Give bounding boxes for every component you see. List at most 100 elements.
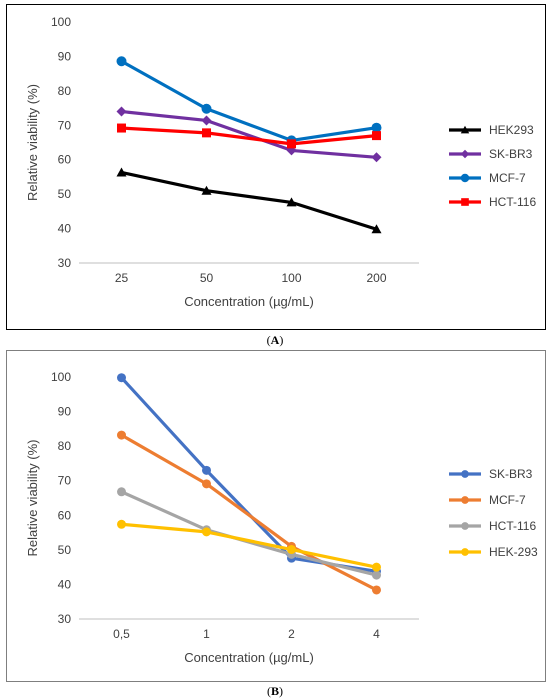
- caption-a: (A): [266, 333, 284, 347]
- x-axis-title: Concentration (µg/mL): [184, 650, 314, 665]
- legend-label: HCT-116: [489, 519, 536, 533]
- data-point: [117, 123, 126, 133]
- y-tick-label: 70: [58, 474, 72, 488]
- data-point: [117, 519, 126, 529]
- legend-marker: [460, 173, 470, 183]
- line-chart-a: 30 40 50 60 70 80 90 100 25 50 100 200 Concentration…: [25, 15, 536, 309]
- legend-marker: [461, 548, 469, 556]
- y-tick-label: 70: [58, 118, 72, 132]
- series-hct-116: [117, 123, 381, 149]
- series-line: [121, 170, 377, 231]
- x-tick-label: 100: [281, 271, 301, 285]
- y-tick-label: 100: [51, 15, 71, 29]
- legend-marker: [461, 496, 469, 504]
- caption-b-label: B: [270, 684, 279, 698]
- y-axis-title: Relative viability (%): [25, 439, 40, 556]
- legend-label: HEK-293: [489, 545, 538, 559]
- x-tick-label: 4: [373, 627, 380, 641]
- legend-item: MCF-7: [449, 493, 526, 507]
- y-tick-label: 90: [58, 405, 72, 419]
- legend-item: SK-BR3: [449, 147, 533, 161]
- data-point: [201, 103, 212, 114]
- series-hct-116: [117, 487, 381, 580]
- data-point: [116, 56, 127, 67]
- legend-label: HCT-116: [489, 195, 536, 209]
- y-tick-label: 40: [58, 577, 72, 591]
- y-tick-label: 50: [58, 187, 72, 201]
- x-tick-label: 200: [366, 271, 386, 285]
- legend-item: HEK293: [449, 123, 534, 137]
- line-chart-b: 30 40 50 60 70 80 90 100 0,5 1 2 4 Concentration (µg…: [25, 370, 538, 665]
- y-tick-label: 90: [58, 49, 72, 63]
- y-tick-label: 50: [58, 543, 72, 557]
- x-tick-label: 1: [203, 627, 210, 641]
- y-tick-label: 60: [58, 508, 72, 522]
- legend-label: MCF-7: [489, 171, 526, 185]
- legend-label: HEK293: [489, 123, 534, 137]
- x-tick-label: 50: [200, 271, 214, 285]
- y-tick-label: 40: [58, 222, 72, 236]
- series-sk-br3: [117, 373, 381, 576]
- series-mcf-7: [116, 56, 382, 146]
- series-hek-293: [117, 519, 381, 572]
- data-point: [372, 585, 381, 595]
- series-sk-br3: [116, 106, 382, 163]
- data-point: [201, 115, 212, 126]
- caption-a-label: A: [270, 333, 280, 347]
- legend-item: MCF-7: [449, 171, 526, 185]
- series-mcf-7: [117, 430, 381, 595]
- x-tick-label: 0,5: [113, 627, 130, 641]
- data-point: [371, 224, 382, 234]
- legend-marker: [460, 149, 470, 159]
- y-tick-label: 80: [58, 84, 72, 98]
- data-point: [371, 122, 382, 133]
- legend-item: HCT-116: [449, 519, 536, 533]
- legend-label: MCF-7: [489, 493, 526, 507]
- data-point: [117, 487, 126, 497]
- x-tick-label: 25: [115, 271, 129, 285]
- legend-label: SK-BR3: [489, 147, 533, 161]
- legend-marker: [461, 470, 469, 478]
- data-point: [202, 527, 211, 537]
- data-point: [201, 185, 212, 195]
- data-point: [287, 545, 296, 555]
- chart-panel-a: 30 40 50 60 70 80 90 100 25 50 100 200 Concentration…: [6, 4, 546, 330]
- data-point: [202, 465, 211, 475]
- legend-item: HCT-116: [449, 195, 536, 209]
- data-point: [202, 128, 211, 138]
- data-point: [286, 197, 297, 207]
- caption-b: (B): [266, 684, 283, 698]
- data-point: [372, 131, 381, 141]
- legend-item: HEK-293: [449, 545, 538, 559]
- y-tick-label: 80: [58, 439, 72, 453]
- y-tick-label: 100: [51, 370, 71, 384]
- legend-marker: [461, 198, 469, 206]
- chart-panel-b: 30 40 50 60 70 80 90 100 0,5 1 2 4 Concentration (µg…: [6, 350, 546, 682]
- series-line: [121, 126, 377, 146]
- legend-label: SK-BR3: [489, 467, 533, 481]
- series-line: [120, 490, 377, 577]
- data-point: [116, 106, 127, 117]
- series-line: [120, 59, 377, 143]
- data-point: [117, 430, 126, 440]
- data-point: [202, 479, 211, 489]
- legend-item: SK-BR3: [449, 467, 533, 481]
- data-point: [372, 570, 381, 580]
- y-tick-label: 30: [58, 612, 72, 626]
- x-tick-label: 2: [288, 627, 295, 641]
- data-point: [287, 139, 296, 149]
- data-point: [116, 167, 127, 177]
- legend-marker: [460, 125, 470, 134]
- data-point: [117, 373, 126, 383]
- series-line: [120, 433, 378, 592]
- series-line: [121, 522, 377, 569]
- data-point: [372, 562, 381, 572]
- x-axis-title: Concentration (µg/mL): [184, 294, 314, 309]
- y-tick-label: 60: [58, 153, 72, 167]
- legend-marker: [461, 522, 469, 530]
- y-tick-label: 30: [58, 256, 72, 270]
- y-axis-title: Relative viability (%): [25, 84, 40, 201]
- series-hek293: [116, 167, 382, 234]
- data-point: [371, 152, 382, 163]
- series-line: [121, 109, 377, 159]
